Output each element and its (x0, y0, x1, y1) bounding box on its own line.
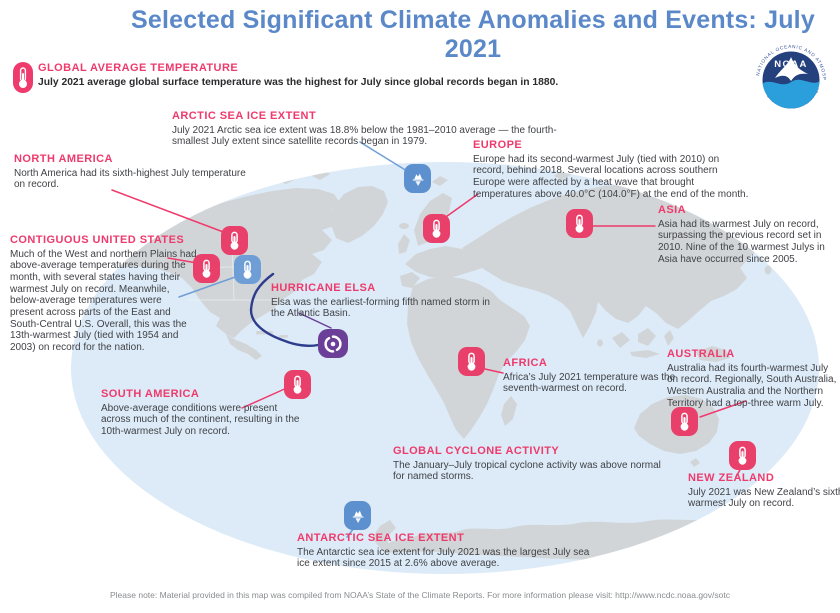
callout-heading: ANTARCTIC SEA ICE EXTENT (297, 532, 465, 544)
callout-africa: AFRICA Africa’s July 2021 temperature wa… (503, 357, 693, 395)
callout-body: July 2021 was New Zealand’s sixth-warmes… (688, 486, 840, 510)
callout-south-america: SOUTH AMERICA Above-average conditions w… (101, 388, 309, 438)
thermometer-warm-icon (458, 347, 485, 376)
callout-arctic-sea-ice: ARCTIC SEA ICE EXTENT July 2021 Arctic s… (172, 110, 572, 148)
callout-body: Africa’s July 2021 temperature was the s… (503, 371, 676, 395)
callout-asia: ASIA Asia had its warmest July on record… (658, 204, 832, 265)
callout-europe: EUROPE Europe had its second-warmest Jul… (473, 139, 749, 200)
sea-ice-icon (344, 501, 371, 530)
callout-heading: NORTH AMERICA (14, 153, 113, 165)
callout-body: Above-average conditions were present ac… (101, 402, 300, 437)
callout-heading: ARCTIC SEA ICE EXTENT (172, 110, 317, 122)
callout-global-cyclone-activity: GLOBAL CYCLONE ACTIVITY The January–July… (393, 445, 661, 483)
callout-heading: EUROPE (473, 139, 523, 151)
thermometer-warm-icon (284, 370, 311, 399)
thermometer-warm-icon (566, 209, 593, 238)
callout-body: Much of the West and northern Plains had… (10, 248, 197, 354)
callout-global-average-temperature: GLOBAL AVERAGE TEMPERATURE July 2021 ave… (38, 62, 578, 89)
callout-contiguous-united-states: CONTIGUOUS UNITED STATES Much of the Wes… (10, 234, 197, 354)
callout-australia: AUSTRALIA Australia had its fourth-warme… (667, 348, 839, 409)
callout-heading: GLOBAL AVERAGE TEMPERATURE (38, 62, 239, 74)
callout-antarctic-sea-ice: ANTARCTIC SEA ICE EXTENT The Antarctic s… (297, 532, 602, 570)
sea-ice-icon (404, 164, 431, 193)
callout-heading: NEW ZEALAND (688, 472, 775, 484)
hurricane-icon (318, 329, 348, 358)
callout-body: Elsa was the earliest-forming fifth name… (271, 296, 490, 320)
page-title: Selected Significant Climate Anomalies a… (131, 6, 815, 63)
callout-body: The Antarctic sea ice extent for July 20… (297, 546, 590, 570)
callout-new-zealand: NEW ZEALAND July 2021 was New Zealand’s … (688, 472, 840, 510)
thermometer-warm-icon (193, 254, 220, 283)
thermometer-warm-icon (221, 226, 248, 255)
callout-hurricane-elsa: HURRICANE ELSA Elsa was the earliest-for… (271, 282, 501, 320)
thermometer-warm-icon (423, 214, 450, 243)
callout-body: Australia had its fourth-warmest July on… (667, 362, 837, 409)
callout-heading: ASIA (658, 204, 687, 216)
thermometer-warm-icon (671, 407, 698, 436)
callout-body: July 2021 average global surface tempera… (38, 76, 559, 88)
thermometer-cool-icon (234, 255, 261, 284)
callout-heading: CONTIGUOUS UNITED STATES (10, 234, 185, 246)
callout-heading: AUSTRALIA (667, 348, 735, 360)
callout-body: Europe had its second-warmest July (tied… (473, 153, 749, 200)
callout-body: North America had its sixth-highest July… (14, 167, 246, 191)
footer-note: Please note: Material provided in this m… (110, 590, 730, 600)
thermometer-warm-icon (729, 441, 756, 470)
callout-north-america: NORTH AMERICA North America had its sixt… (14, 153, 254, 191)
callout-body: Asia had its warmest July on record, sur… (658, 218, 825, 265)
callout-body: The January–July tropical cyclone activi… (393, 459, 661, 483)
callout-heading: HURRICANE ELSA (271, 282, 376, 294)
callout-heading: SOUTH AMERICA (101, 388, 200, 400)
callout-heading: GLOBAL CYCLONE ACTIVITY (393, 445, 560, 457)
thermometer-warm-icon (13, 62, 33, 93)
callout-body: July 2021 Arctic sea ice extent was 18.8… (172, 124, 557, 148)
callout-heading: AFRICA (503, 357, 548, 369)
